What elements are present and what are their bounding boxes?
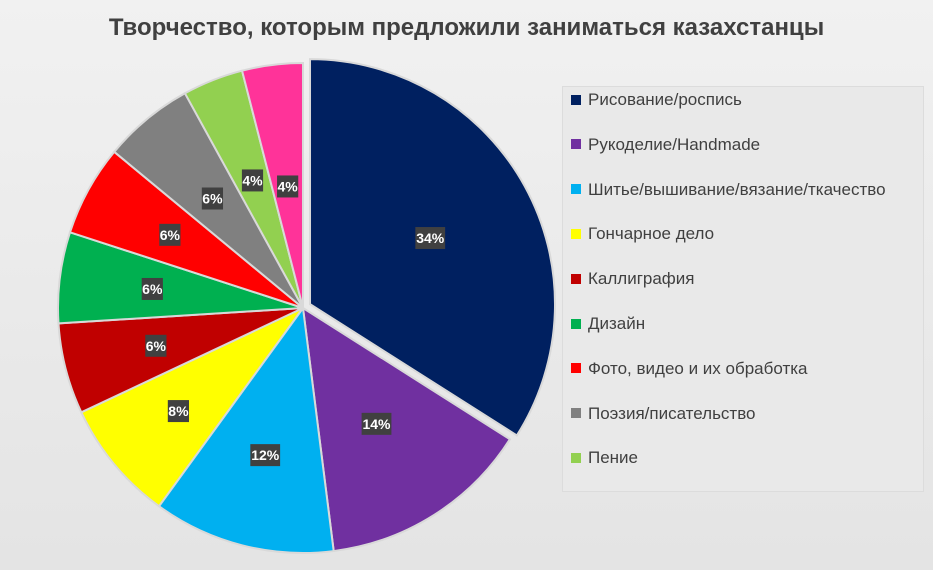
- data-label-box-2: [250, 444, 281, 467]
- data-label-text-3: 8%: [168, 403, 189, 419]
- data-label-9: 4%: [277, 175, 299, 198]
- legend-label-7: Поэзия/писательство: [588, 403, 756, 423]
- pie-slice-1: [301, 306, 512, 553]
- data-label-1: 14%: [361, 412, 392, 435]
- data-label-6: 6%: [159, 223, 181, 246]
- pie-slice-2: [157, 305, 335, 554]
- data-label-text-6: 6%: [160, 227, 181, 243]
- data-label-box-0: [415, 227, 446, 250]
- legend-label-2: Шитье/вышивание/вязание/ткачество: [588, 179, 886, 199]
- data-label-box-4: [145, 334, 167, 357]
- legend-swatch-6: [571, 363, 581, 374]
- legend-item-5: Дизайн: [571, 313, 645, 335]
- legend-item-2: Шитье/вышивание/вязание/ткачество: [571, 179, 886, 201]
- legend-label-4: Каллиграфия: [588, 269, 695, 289]
- legend-swatch-5: [571, 318, 581, 329]
- pie-slice-3: [79, 307, 304, 508]
- data-label-text-2: 12%: [251, 447, 280, 463]
- legend-swatch-1: [571, 139, 581, 150]
- legend-swatch-4: [571, 273, 581, 284]
- data-label-text-5: 6%: [142, 281, 163, 297]
- pie-slice-9: [240, 61, 304, 309]
- chart-title: Творчество, которым предложили заниматьс…: [108, 14, 825, 41]
- legend-label-6: Фото, видео и их обработка: [588, 358, 808, 378]
- legend-item-4: Каллиграфия: [571, 268, 695, 290]
- legend-item-7: Поэзия/писательство: [571, 403, 756, 425]
- data-label-text-0: 34%: [416, 230, 445, 246]
- legend-label-0: Рисование/роспись: [588, 90, 742, 109]
- data-label-2: 12%: [250, 444, 281, 467]
- legend-swatch-8: [571, 452, 581, 463]
- legend-item-0: Рисование/роспись: [571, 89, 742, 111]
- data-label-text-7: 6%: [202, 191, 223, 207]
- legend-swatch-7: [571, 408, 581, 419]
- data-label-box-6: [159, 223, 181, 246]
- legend-label-1: Рукоделие/Handmade: [588, 134, 761, 154]
- data-label-text-8: 4%: [242, 172, 263, 188]
- data-label-box-5: [141, 277, 163, 300]
- data-label-box-7: [201, 187, 224, 210]
- data-label-text-4: 6%: [146, 338, 167, 354]
- legend-swatch-0: [571, 94, 581, 105]
- data-label-8: 4%: [241, 169, 264, 192]
- legend-item-3: Гончарное дело: [571, 223, 714, 245]
- legend-item-1: Рукоделие/Handmade: [571, 134, 760, 156]
- data-label-box-3: [167, 400, 190, 423]
- data-label-text-1: 14%: [362, 416, 391, 432]
- legend-label-5: Дизайн: [588, 314, 646, 333]
- data-label-0: 34%: [415, 227, 446, 250]
- data-label-text-9: 4%: [278, 178, 299, 194]
- data-label-5: 6%: [141, 277, 163, 300]
- legend-label-3: Гончарное дело: [588, 224, 715, 244]
- data-label-box-1: [361, 412, 392, 435]
- data-label-3: 8%: [167, 400, 190, 423]
- data-label-box-8: [241, 169, 264, 192]
- legend-item-6: Фото, видео и их обработка: [571, 358, 808, 380]
- data-label-box-9: [277, 175, 299, 198]
- legend-label-8: Пение: [588, 448, 639, 468]
- legend-item-8: Пение: [571, 447, 638, 469]
- legend: Рисование/роспись Рукоделие/Handmade Шитье…: [562, 86, 924, 492]
- data-label-4: 6%: [145, 334, 167, 357]
- legend-swatch-3: [571, 228, 581, 239]
- data-label-7: 6%: [201, 187, 224, 210]
- legend-swatch-2: [571, 184, 581, 195]
